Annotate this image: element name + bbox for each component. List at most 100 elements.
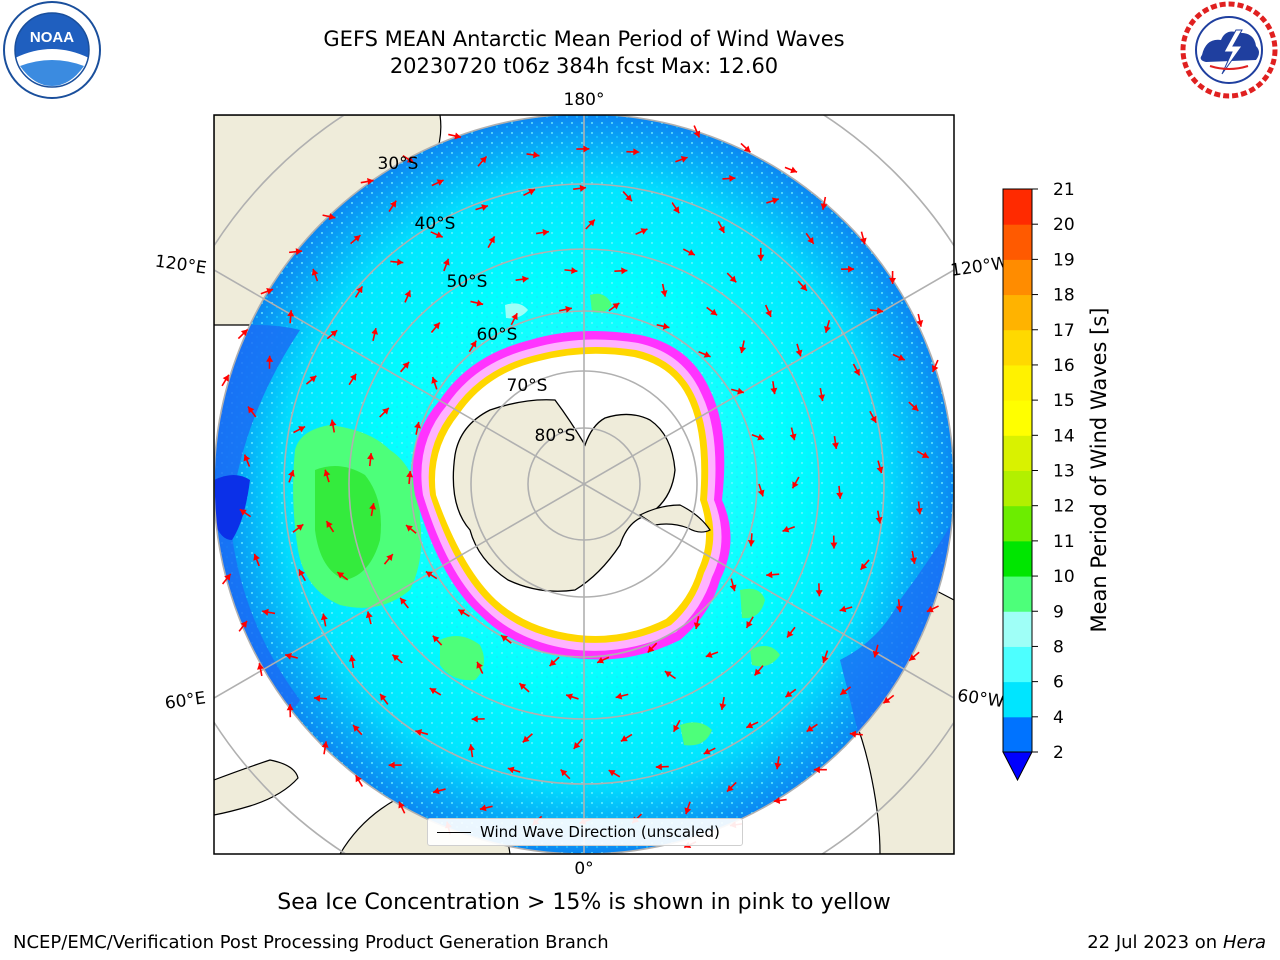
wave-direction-arrow bbox=[722, 174, 736, 182]
wave-direction-arrow bbox=[329, 419, 337, 433]
wave-direction-arrow bbox=[354, 774, 364, 787]
wave-direction-arrow bbox=[336, 571, 349, 581]
wave-direction-arrow bbox=[869, 410, 877, 424]
wave-direction-arrow bbox=[360, 178, 374, 185]
wave-direction-arrow bbox=[614, 267, 628, 275]
wave-direction-arrow bbox=[367, 453, 374, 467]
wave-direction-arrow bbox=[388, 200, 397, 213]
wave-direction-arrow bbox=[608, 769, 621, 778]
wave-direction-arrow bbox=[238, 620, 248, 632]
wave-direction-arrow bbox=[791, 476, 800, 489]
wave-direction-arrow bbox=[910, 550, 917, 565]
wave-direction-arrow bbox=[288, 469, 295, 483]
wave-direction-arrow bbox=[523, 188, 536, 196]
wave-direction-arrow bbox=[558, 305, 572, 313]
wave-direction-arrow bbox=[526, 151, 540, 159]
wave-direction-arrow bbox=[635, 228, 648, 236]
wave-direction-arrow bbox=[415, 729, 429, 736]
wave-direction-arrow bbox=[311, 268, 319, 282]
wave-direction-arrow bbox=[824, 319, 831, 333]
wave-direction-arrow bbox=[615, 692, 629, 700]
wave-direction-arrow bbox=[703, 747, 716, 755]
wave-direction-arrow bbox=[286, 704, 294, 718]
wave-direction-arrow bbox=[830, 535, 838, 549]
nws-logo bbox=[1180, 1, 1278, 99]
lat-label-60s: 60°S bbox=[477, 325, 518, 345]
wave-direction-arrow bbox=[859, 559, 870, 571]
wave-direction-arrow bbox=[882, 694, 895, 704]
lon-label-120w: 120°W bbox=[949, 253, 1009, 281]
wave-direction-arrow bbox=[284, 652, 298, 660]
wave-direction-arrow bbox=[457, 608, 470, 617]
wave-direction-arrow bbox=[841, 265, 855, 273]
wave-direction-arrow bbox=[706, 306, 718, 316]
wave-direction-arrow bbox=[719, 696, 727, 710]
wave-direction-arrow bbox=[757, 247, 765, 261]
wave-direction-arrow bbox=[573, 738, 583, 750]
wave-direction-arrow bbox=[852, 363, 861, 376]
wave-direction-arrow bbox=[764, 304, 772, 318]
wave-direction-arrow bbox=[672, 719, 681, 733]
wave-direction-arrow bbox=[477, 155, 488, 167]
wave-direction-arrow bbox=[757, 483, 765, 497]
wave-direction-arrow bbox=[836, 485, 844, 499]
wave-direction-arrow bbox=[682, 248, 696, 256]
noaa-logo: NOAA bbox=[3, 1, 101, 99]
wave-direction-arrow bbox=[839, 686, 852, 696]
wave-direction-arrow bbox=[430, 322, 441, 334]
wave-direction-arrow bbox=[908, 401, 919, 412]
date-value: 22 Jul 2023 on bbox=[1087, 932, 1223, 953]
wave-direction-arrow bbox=[425, 570, 438, 580]
graticule bbox=[214, 115, 954, 854]
wave-direction-arrow bbox=[221, 573, 232, 585]
wave-direction-arrow bbox=[705, 651, 719, 658]
wave-direction-arrow bbox=[875, 510, 883, 524]
wave-direction-arrow bbox=[655, 763, 669, 771]
noaa-logo-text: NOAA bbox=[30, 29, 74, 46]
date-text: 22 Jul 2023 on Hera bbox=[1087, 932, 1266, 953]
sea-ice-note: Sea Ice Concentration > 15% is shown in … bbox=[277, 890, 891, 915]
wave-direction-arrow bbox=[622, 191, 633, 202]
wave-direction-arrow bbox=[468, 340, 477, 353]
wave-direction-arrow bbox=[399, 597, 409, 609]
wave-direction-arrow bbox=[770, 381, 778, 395]
wave-direction-arrow bbox=[717, 220, 725, 234]
wave-direction-arrow bbox=[388, 761, 402, 769]
wave-direction-arrow bbox=[262, 608, 276, 616]
wave-direction-arrow bbox=[831, 435, 839, 450]
wave-direction-arrow bbox=[350, 234, 361, 245]
wave-direction-arrow bbox=[298, 568, 306, 582]
wave-direction-arrow bbox=[560, 768, 571, 780]
wave-direction-arrow bbox=[789, 427, 797, 441]
wave-direction-arrow bbox=[620, 733, 633, 743]
wave-direction-arrow bbox=[815, 583, 823, 597]
wave-direction-arrow bbox=[500, 634, 512, 644]
wave-direction-arrow bbox=[292, 523, 304, 533]
wave-direction-arrow bbox=[684, 801, 692, 815]
wave-direction-arrow bbox=[365, 611, 373, 625]
wave-direction-arrow bbox=[371, 327, 379, 341]
lat-label-70s: 70°S bbox=[507, 376, 548, 396]
wave-direction-arrow bbox=[664, 670, 677, 680]
wave-direction-arrow bbox=[660, 283, 668, 297]
wave-direction-arrow bbox=[369, 502, 377, 517]
wave-direction-arrow bbox=[471, 715, 485, 723]
wave-direction-arrow bbox=[839, 605, 853, 613]
wave-direction-arrow bbox=[806, 723, 818, 733]
machine-name: Hera bbox=[1222, 932, 1266, 953]
wave-direction-arrow bbox=[479, 804, 493, 812]
wave-direction-arrow bbox=[564, 267, 578, 275]
wave-direction-arrow bbox=[745, 721, 759, 729]
wave-direction-arrow bbox=[549, 656, 560, 667]
wave-direction-arrow bbox=[675, 156, 688, 163]
wave-direction-arrow bbox=[747, 533, 755, 547]
wave-direction-arrow bbox=[821, 650, 829, 664]
wave-direction-arrow bbox=[585, 219, 596, 230]
wave-direction-arrow bbox=[766, 197, 779, 205]
wave-direction-arrow bbox=[348, 655, 356, 669]
map-legend: Wind Wave Direction (unscaled) bbox=[427, 818, 743, 846]
wave-direction-arrow bbox=[926, 605, 939, 613]
wave-direction-arrow bbox=[429, 687, 442, 696]
wave-direction-arrow bbox=[379, 693, 389, 705]
wave-direction-arrow bbox=[379, 407, 390, 418]
